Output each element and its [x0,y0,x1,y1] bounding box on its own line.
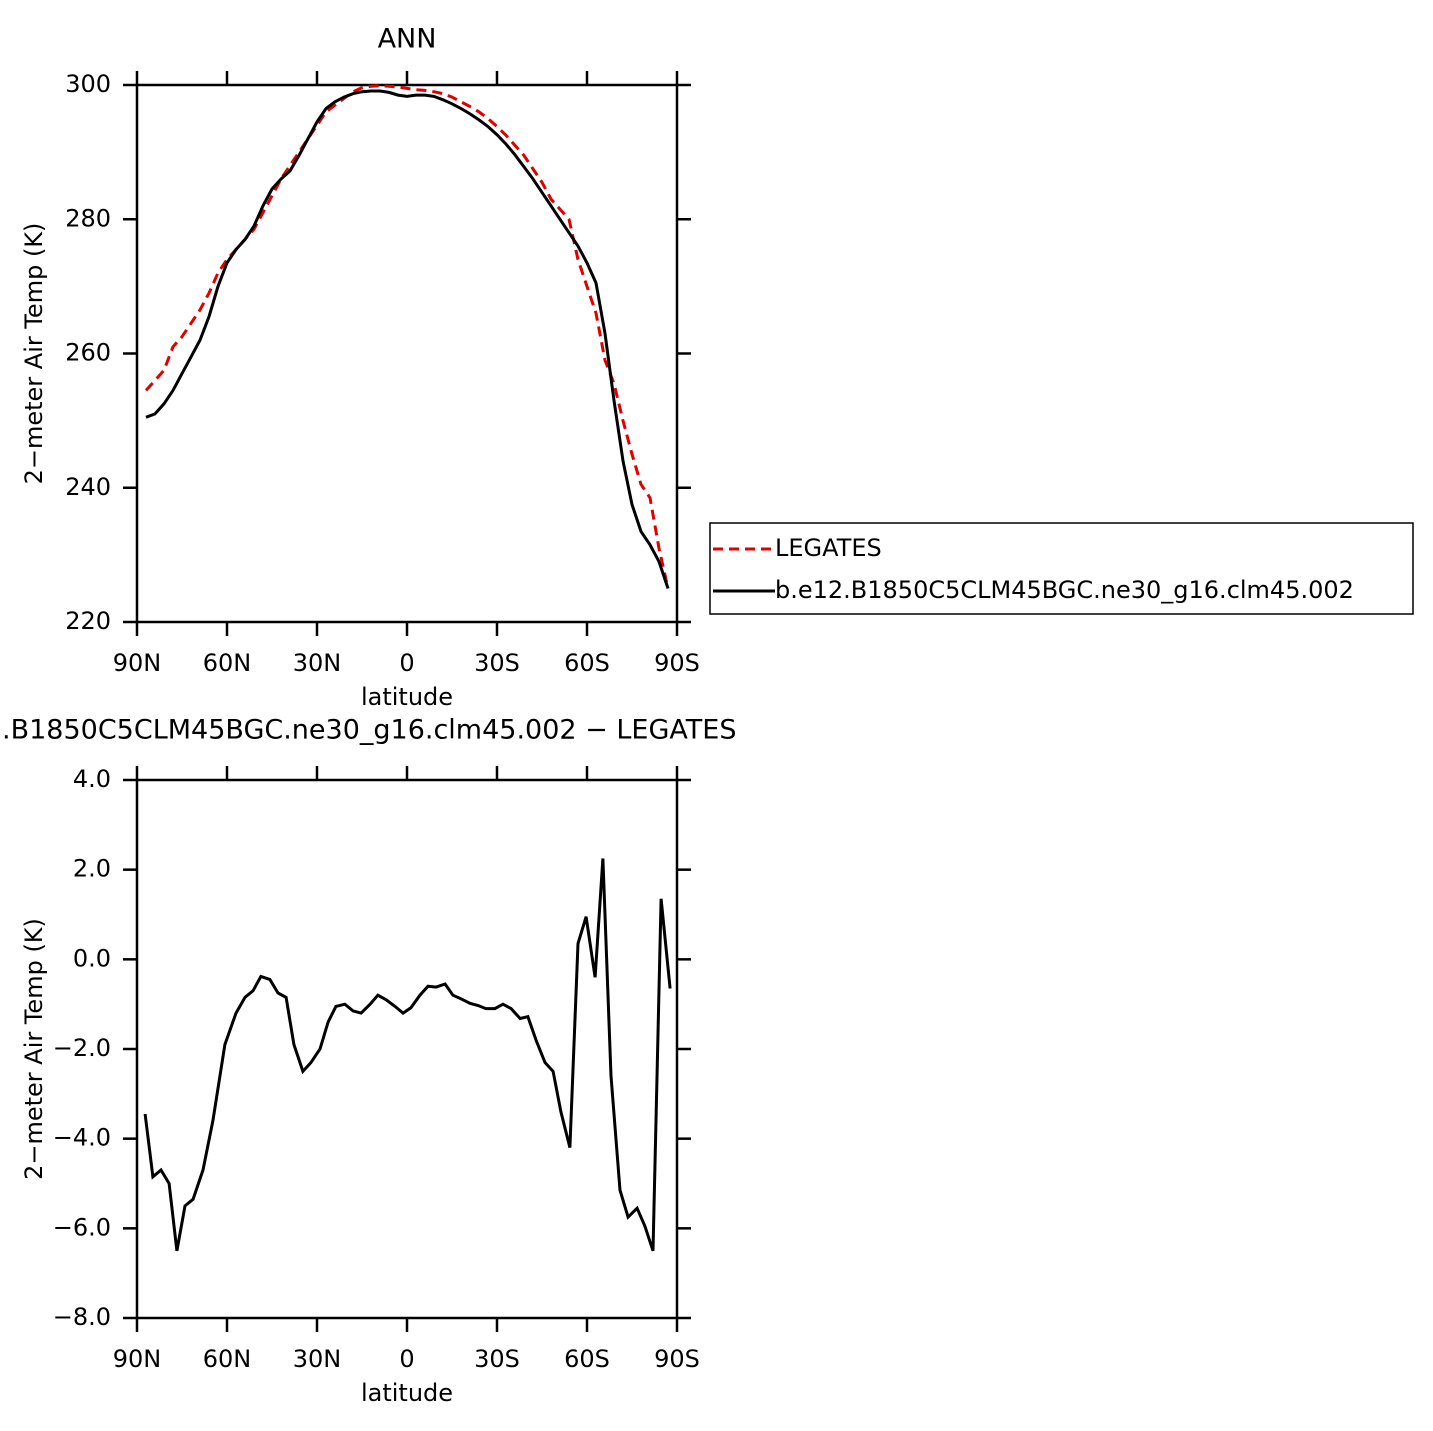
y-tick-label: −6.0 [53,1213,111,1241]
y-tick-label: 4.0 [73,765,111,793]
legend-label: b.e12.B1850C5CLM45BGC.ne30_g16.clm45.002 [775,576,1354,604]
x-tick-label: 90S [654,649,700,677]
y-tick-label: 300 [65,70,111,98]
chart-title: .B1850C5CLM45BGC.ne30_g16.clm45.002 − LE… [2,715,736,746]
x-tick-label: 30N [293,649,342,677]
x-tick-label: 0 [399,1345,414,1373]
x-tick-label: 0 [399,649,414,677]
data-line [145,89,670,589]
y-tick-label: 2.0 [73,855,111,883]
plot-frame [135,778,679,1320]
x-tick-label: 60S [564,649,610,677]
x-axis-label: latitude [361,1379,453,1407]
y-tick-label: 220 [65,607,111,635]
y-axis-label: 2−meter Air Temp (K) [20,918,48,1180]
x-tick-label: 60S [564,1345,610,1373]
x-tick-label: 30S [474,1345,520,1373]
x-tick-label: 30S [474,649,520,677]
y-tick-label: −8.0 [53,1303,111,1331]
plot-frame [135,83,679,624]
x-tick-label: 90N [113,1345,162,1373]
y-axis-label: 2−meter Air Temp (K) [20,223,48,485]
x-tick-label: 60N [203,649,252,677]
y-tick-label: 280 [65,204,111,232]
x-tick-label: 90N [113,649,162,677]
y-tick-label: −4.0 [53,1124,111,1152]
legend-label: LEGATES [775,534,882,562]
x-tick-label: 90S [654,1345,700,1373]
x-tick-label: 60N [203,1345,252,1373]
x-axis-label: latitude [361,683,453,711]
legend-box [709,522,1414,615]
y-tick-label: 260 [65,339,111,367]
x-tick-label: 30N [293,1345,342,1373]
data-line [144,84,670,589]
y-tick-label: −2.0 [53,1034,111,1062]
y-tick-label: 240 [65,473,111,501]
data-line [143,858,672,1252]
chart-title: ANN [378,24,437,55]
y-tick-label: 0.0 [73,944,111,972]
